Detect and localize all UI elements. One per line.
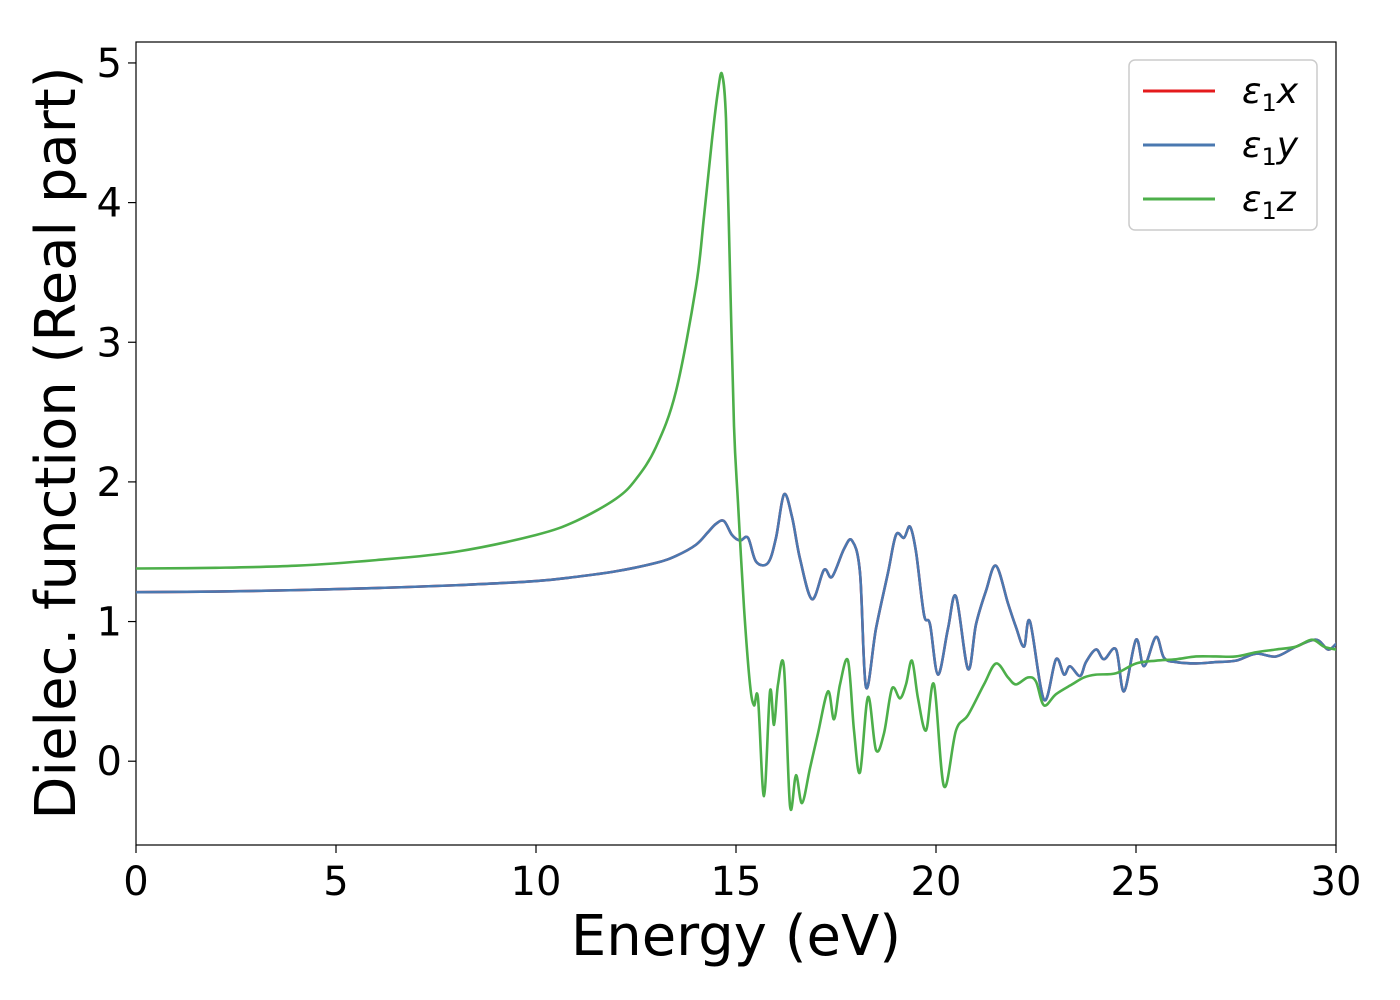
- legend-label-y: ε1y: [1242, 125, 1299, 171]
- y-tick-label: 1: [97, 600, 122, 646]
- series-line-y: [136, 492, 1336, 702]
- x-tick-label: 30: [1311, 859, 1362, 905]
- x-tick-label: 5: [323, 859, 348, 905]
- x-tick-label: 15: [711, 859, 762, 905]
- x-axis-title: Energy (eV): [571, 904, 901, 969]
- y-tick-label: 5: [97, 41, 122, 87]
- legend-label-z: ε1z: [1242, 179, 1297, 225]
- legend-box: [1128, 59, 1318, 231]
- x-axis-ticks: 0 5 10 15 20 25 30: [123, 845, 1361, 905]
- y-tick-label: 2: [97, 460, 122, 506]
- series-line-z: [136, 71, 1336, 811]
- series-layer: [136, 71, 1336, 811]
- x-tick-label: 20: [911, 859, 962, 905]
- legend: ε1x ε1y ε1z: [1128, 59, 1318, 231]
- y-tick-label: 0: [97, 739, 122, 785]
- y-tick-label: 4: [97, 181, 122, 227]
- legend-label-x: ε1x: [1242, 71, 1299, 117]
- y-axis-title: Dielec. function (Real part): [24, 66, 89, 819]
- x-tick-label: 10: [511, 859, 562, 905]
- x-tick-label: 25: [1111, 859, 1162, 905]
- x-tick-label: 0: [123, 859, 148, 905]
- y-axis-ticks: 0 1 2 3 4 5: [97, 41, 136, 785]
- y-tick-label: 3: [97, 320, 122, 366]
